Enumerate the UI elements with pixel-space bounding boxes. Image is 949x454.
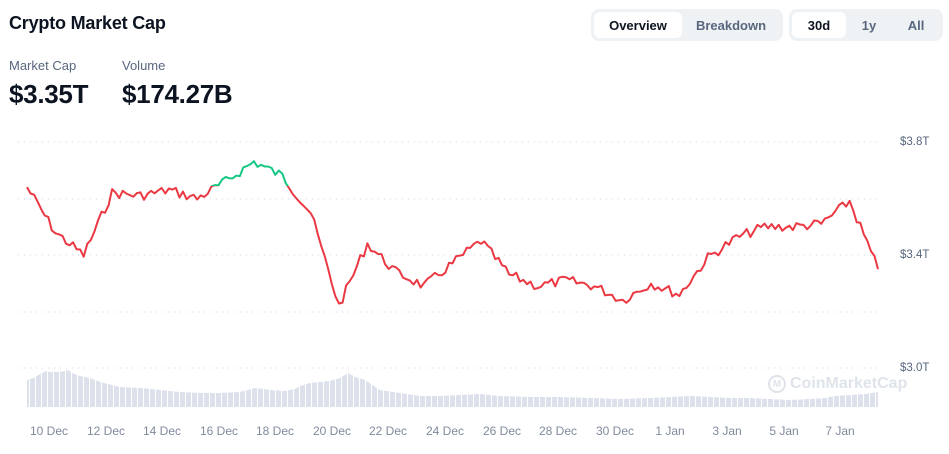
y-tick-label: $3.0T [900, 362, 930, 374]
market-cap-stat: Market Cap $3.35T [9, 58, 88, 110]
watermark-text: CoinMarketCap [790, 375, 908, 392]
market-cap-value: $3.35T [9, 79, 89, 109]
x-tick-label: 30 Dec [595, 424, 635, 438]
x-tick-label: 28 Dec [538, 424, 578, 438]
x-tick-label: 5 Jan [769, 424, 799, 438]
range-toggle: 30d 1y All [789, 9, 943, 41]
x-tick-label: 1 Jan [655, 424, 685, 438]
x-tick-label: 12 Dec [86, 424, 126, 438]
x-tick-label: 14 Dec [142, 424, 182, 438]
tab-breakdown[interactable]: Breakdown [695, 17, 767, 33]
coinmarketcap-logo-icon: M [768, 375, 786, 393]
x-tick-label: 26 Dec [482, 424, 522, 438]
x-tick-label: 16 Dec [199, 424, 239, 438]
x-tick-label: 10 Dec [29, 424, 69, 438]
x-tick-label: 20 Dec [312, 424, 352, 438]
coinmarketcap-watermark: M CoinMarketCap [768, 375, 907, 393]
volume-value: $174.27B [122, 79, 233, 109]
x-tick-label: 22 Dec [368, 424, 408, 438]
x-tick-label: 3 Jan [712, 424, 742, 438]
x-tick-label: 24 Dec [425, 424, 465, 438]
market-cap-label: Market Cap [9, 58, 77, 73]
x-tick-label: 18 Dec [255, 424, 295, 438]
volume-stat: Volume $174.27B [122, 58, 233, 110]
y-tick-label: $3.4T [900, 249, 930, 261]
page-title: Crypto Market Cap [9, 13, 166, 33]
x-tick-label: 7 Jan [825, 424, 855, 438]
y-tick-label: $3.8T [900, 136, 930, 148]
range-30d-button[interactable]: 30d [792, 12, 846, 38]
range-1y-button[interactable]: 1y [861, 17, 877, 33]
view-toggle: Overview Breakdown [591, 9, 783, 41]
volume-area [27, 370, 878, 407]
gridlines [18, 141, 880, 369]
range-all-button[interactable]: All [907, 17, 925, 33]
tab-overview[interactable]: Overview [594, 12, 682, 38]
volume-label: Volume [122, 58, 166, 73]
